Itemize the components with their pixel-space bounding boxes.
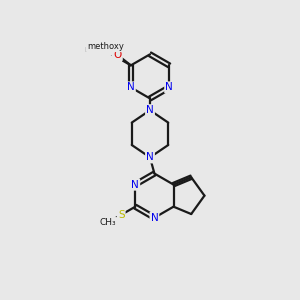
Text: N: N — [146, 152, 154, 162]
Text: N: N — [165, 82, 173, 92]
Text: N: N — [146, 105, 154, 115]
Text: N: N — [151, 213, 158, 223]
Text: S: S — [118, 210, 124, 220]
Text: methoxy: methoxy — [84, 45, 124, 54]
Text: N: N — [131, 180, 139, 190]
Text: O: O — [113, 52, 121, 62]
Text: CH₃: CH₃ — [100, 218, 116, 227]
Text: methoxy: methoxy — [87, 42, 124, 51]
Text: O: O — [113, 50, 122, 60]
Text: N: N — [127, 82, 135, 92]
